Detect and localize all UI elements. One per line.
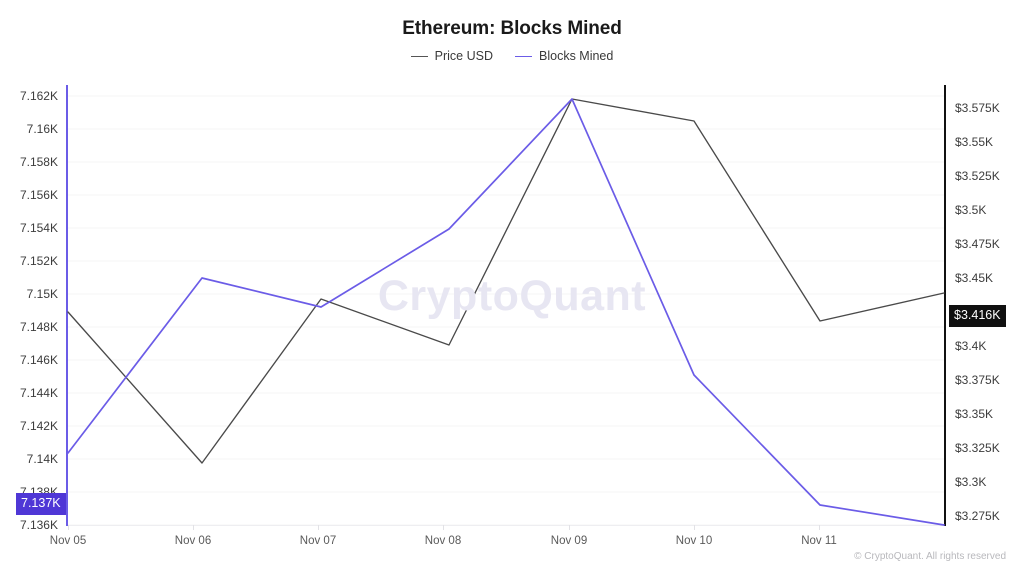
x-axis-tick-label: Nov 05 — [49, 535, 87, 547]
y-axis-left-tick-label: 7.136K — [19, 518, 58, 532]
right-axis-value-badge: $3.416K — [949, 305, 1006, 327]
legend-item-price-usd[interactable]: Price USD — [410, 49, 493, 63]
grid-lines — [68, 95, 944, 526]
x-axis-line — [68, 525, 944, 526]
series-lines — [67, 98, 945, 526]
y-axis-left-tick-label: 7.142K — [19, 419, 58, 433]
y-axis-right-tick-label: $3.3K — [955, 475, 987, 489]
x-axis-tick-label: Nov 09 — [550, 535, 588, 547]
legend-label-blocks-mined: Blocks Mined — [539, 49, 614, 63]
y-axis-right-tick-label: $3.575K — [955, 101, 1000, 115]
x-axis-tick-mark — [694, 525, 695, 530]
x-axis-tick-mark — [569, 525, 570, 530]
y-axis-right-tick-label: $3.5K — [955, 203, 987, 217]
chart-legend: Price USD Blocks Mined — [0, 49, 1024, 63]
plot-area — [67, 85, 945, 526]
y-axis-right-tick-label: $3.525K — [955, 169, 1000, 183]
x-axis-tick-mark — [193, 525, 194, 530]
y-axis-left-tick-label: 7.154K — [19, 221, 58, 235]
y-axis-right-spine — [944, 85, 946, 526]
y-axis-right-tick-label: $3.475K — [955, 237, 1000, 251]
y-axis-left-tick-label: 7.146K — [19, 353, 58, 367]
series-line-price-usd — [67, 98, 945, 464]
footer-credit: © CryptoQuant. All rights reserved — [854, 551, 1006, 562]
left-axis-value-badge: 7.137K — [16, 493, 66, 515]
x-axis-tick-mark — [443, 525, 444, 530]
series-line-blocks-mined — [67, 98, 945, 526]
y-axis-left-tick-label: 7.14K — [26, 452, 58, 466]
y-axis-right-tick-label: $3.375K — [955, 373, 1000, 387]
legend-item-blocks-mined[interactable]: Blocks Mined — [515, 49, 613, 63]
y-axis-left-tick-label: 7.16K — [26, 122, 58, 136]
y-axis-left-tick-label: 7.152K — [19, 254, 58, 268]
x-axis-tick-label: Nov 11 — [801, 535, 837, 547]
x-axis-tick-label: Nov 07 — [299, 535, 337, 547]
y-axis-left-tick-label: 7.15K — [26, 287, 58, 301]
legend-label-price-usd: Price USD — [434, 49, 493, 63]
y-axis-right-tick-label: $3.45K — [955, 271, 994, 285]
x-axis-tick-label: Nov 06 — [174, 535, 212, 547]
y-axis-left-tick-label: 7.156K — [19, 188, 58, 202]
x-axis-tick-mark — [819, 525, 820, 530]
line-dash-icon — [515, 55, 532, 57]
line-dash-icon — [410, 55, 428, 57]
y-axis-left-tick-label: 7.162K — [19, 89, 58, 103]
y-axis-right-tick-label: $3.275K — [955, 509, 1000, 523]
y-axis-left-tick-label: 7.158K — [19, 155, 58, 169]
x-axis-tick-mark — [318, 525, 319, 530]
y-axis-right-tick-label: $3.55K — [955, 135, 994, 149]
y-axis-right-tick-label: $3.325K — [955, 441, 1000, 455]
y-axis-left-tick-label: 7.144K — [19, 386, 58, 400]
y-axis-right-tick-label: $3.35K — [955, 407, 994, 421]
x-axis-tick-mark — [68, 525, 69, 530]
y-axis-right-tick-label: $3.4K — [955, 339, 987, 353]
page-title: Ethereum: Blocks Mined — [402, 18, 622, 39]
y-axis-left-tick-label: 7.148K — [19, 320, 58, 334]
x-axis-tick-label: Nov 10 — [675, 535, 713, 547]
y-axis-left-spine — [66, 85, 68, 526]
x-axis-tick-label: Nov 08 — [424, 535, 462, 547]
